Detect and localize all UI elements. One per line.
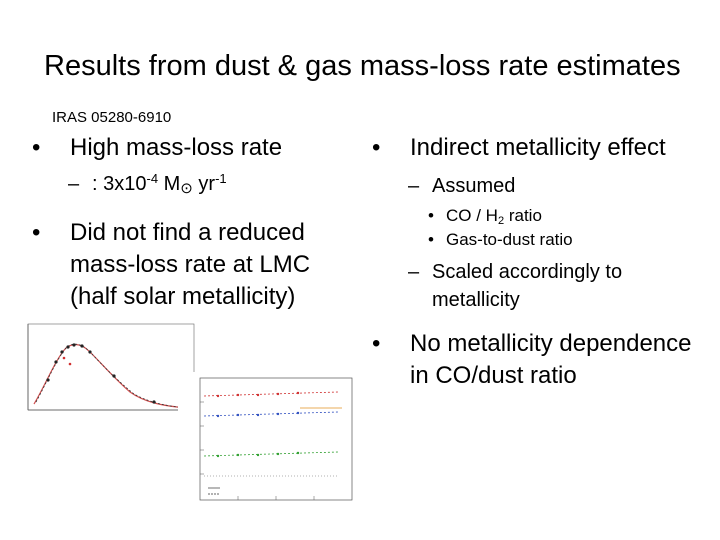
series-green-points xyxy=(216,451,300,458)
source-label: IRAS 05280-6910 xyxy=(52,109,172,126)
point xyxy=(256,393,260,397)
point xyxy=(216,394,220,398)
co-ratio-b: ratio xyxy=(504,206,542,225)
point xyxy=(276,412,280,416)
bullet-marker: • xyxy=(428,206,434,225)
mass-loss-legend xyxy=(208,487,220,495)
sed-point-red xyxy=(62,356,66,360)
sed-secondary-curve xyxy=(35,343,191,409)
sed-point xyxy=(88,350,92,354)
point xyxy=(296,411,300,415)
point xyxy=(256,413,260,417)
bullet-text: Did not find a reduced mass-loss rate at… xyxy=(70,219,311,310)
sed-point xyxy=(80,344,84,348)
point xyxy=(296,451,300,455)
sed-red-points xyxy=(62,356,72,366)
sed-point xyxy=(72,343,76,347)
sed-point xyxy=(46,378,50,382)
sub-bullet-text: Scaled accordingly to metallicity xyxy=(432,261,623,311)
bullet-high-mass-loss: • High mass-loss rate xyxy=(30,132,350,164)
co-ratio-a: CO / H xyxy=(446,206,498,225)
unit-mass: M xyxy=(163,173,181,195)
mass-loss-background xyxy=(178,372,358,522)
sub-bullet-text: Assumed xyxy=(432,175,516,197)
bullet-text: Indirect metallicity effect xyxy=(410,134,666,161)
sed-point xyxy=(66,345,70,349)
sed-figure xyxy=(4,318,200,428)
point xyxy=(276,392,280,396)
value-exponent: -4 xyxy=(146,170,159,186)
left-column: • High mass-loss rate – : 3x10-4 M⊙ yr-1… xyxy=(30,130,350,313)
sed-background xyxy=(4,318,200,428)
bullet-marker: • xyxy=(32,219,41,246)
bullet-text: High mass-loss rate xyxy=(70,134,283,161)
point xyxy=(236,393,240,397)
sub-sub-bullet-co-h2: • CO / H2 ratio xyxy=(370,204,710,228)
point xyxy=(296,391,300,395)
point xyxy=(276,452,280,456)
bullet-text: No metallicity dependence in CO/dust rat… xyxy=(410,330,692,389)
sub-sub-bullet-gas-dust: • Gas-to-dust ratio xyxy=(370,228,710,252)
bullet-no-metallicity-dependence: • No metallicity dependence in CO/dust r… xyxy=(370,328,710,392)
sed-point xyxy=(54,360,58,364)
sed-point xyxy=(60,350,64,354)
point xyxy=(216,454,220,458)
value-prefix: : 3x10 xyxy=(92,173,147,195)
series-blue-points xyxy=(216,411,300,418)
point xyxy=(216,414,220,418)
sed-point-red xyxy=(68,362,72,366)
slide-title: Results from dust & gas mass-loss rate e… xyxy=(44,50,681,82)
sub-bullet-scaled: – Scaled accordingly to metallicity xyxy=(370,258,710,314)
dash-marker: – xyxy=(408,261,420,283)
bullet-marker: • xyxy=(372,134,381,161)
right-column: • Indirect metallicity effect – Assumed … xyxy=(370,130,710,392)
bullet-indirect-metallicity: • Indirect metallicity effect xyxy=(370,132,710,164)
unit-year: yr xyxy=(198,173,216,195)
bullet-marker: • xyxy=(428,230,434,249)
h2-subscript: 2 xyxy=(497,214,505,227)
dash-marker: – xyxy=(408,175,420,197)
series-red-points xyxy=(216,391,300,398)
bullet-no-reduced-rate: • Did not find a reduced mass-loss rate … xyxy=(30,217,350,313)
sed-point xyxy=(112,374,116,378)
sub-bullet-assumed: – Assumed xyxy=(370,172,710,200)
sun-symbol: ⊙ xyxy=(180,180,193,197)
bullet-marker: • xyxy=(372,330,381,357)
point xyxy=(236,453,240,457)
point xyxy=(256,453,260,457)
dash-marker: – xyxy=(68,173,80,195)
sed-frame xyxy=(27,323,195,411)
bullet-marker: • xyxy=(32,134,41,161)
sed-data-points xyxy=(46,343,156,404)
point xyxy=(236,413,240,417)
sub-sub-bullet-text: Gas-to-dust ratio xyxy=(446,230,573,249)
sed-point xyxy=(152,400,156,404)
mass-loss-figure xyxy=(178,372,358,522)
unit-year-exponent: -1 xyxy=(215,170,227,186)
mass-loss-ticks xyxy=(200,401,315,500)
sub-bullet-mass-loss-value: – : 3x10-4 M⊙ yr-1 xyxy=(30,170,350,203)
